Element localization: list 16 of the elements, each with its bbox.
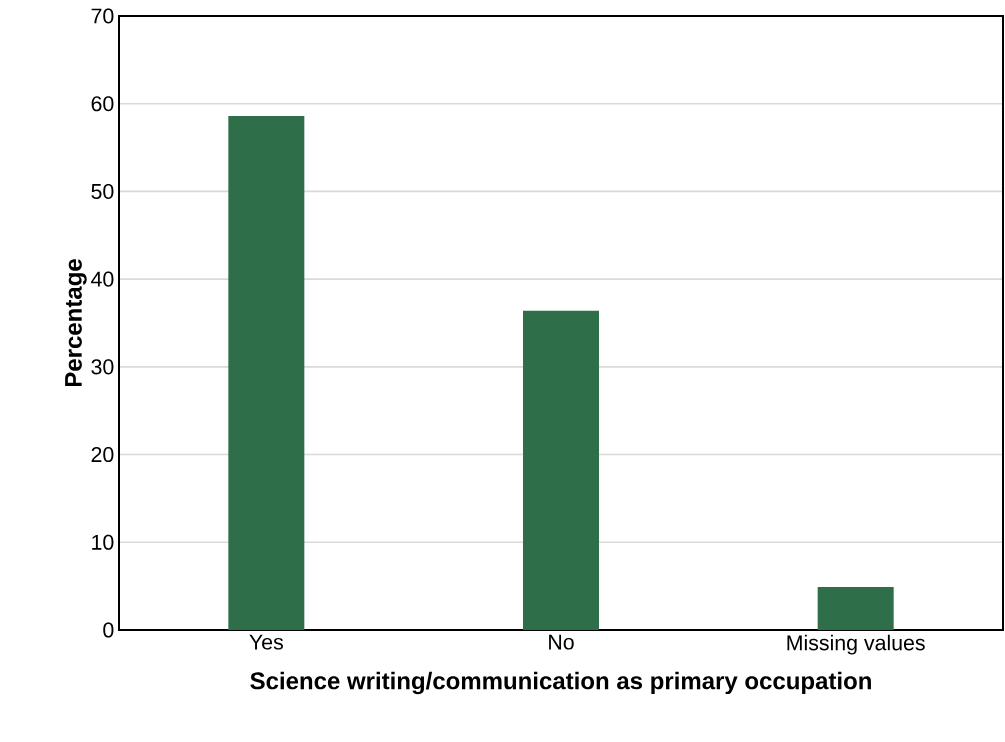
y-tick-label: 50 [91, 183, 114, 199]
x-axis-title: Science writing/communication as primary occupation [250, 671, 871, 695]
y-axis-title: Percentage [65, 259, 87, 387]
y-tick-label: 20 [91, 447, 114, 463]
y-tick-label: 0 [103, 622, 114, 638]
y-tick-label: 10 [92, 534, 114, 550]
bar [817, 587, 894, 630]
x-tick-label: Missing values [787, 634, 925, 655]
x-tick-label: No [549, 634, 574, 650]
y-tick-label: 70 [91, 8, 114, 24]
bar [523, 310, 600, 630]
y-tick-label: 40 [91, 271, 114, 287]
bar [228, 115, 305, 630]
y-tick-label: 30 [91, 359, 114, 375]
x-tick-label: Yes [249, 634, 283, 650]
y-tick-label: 60 [91, 96, 114, 112]
